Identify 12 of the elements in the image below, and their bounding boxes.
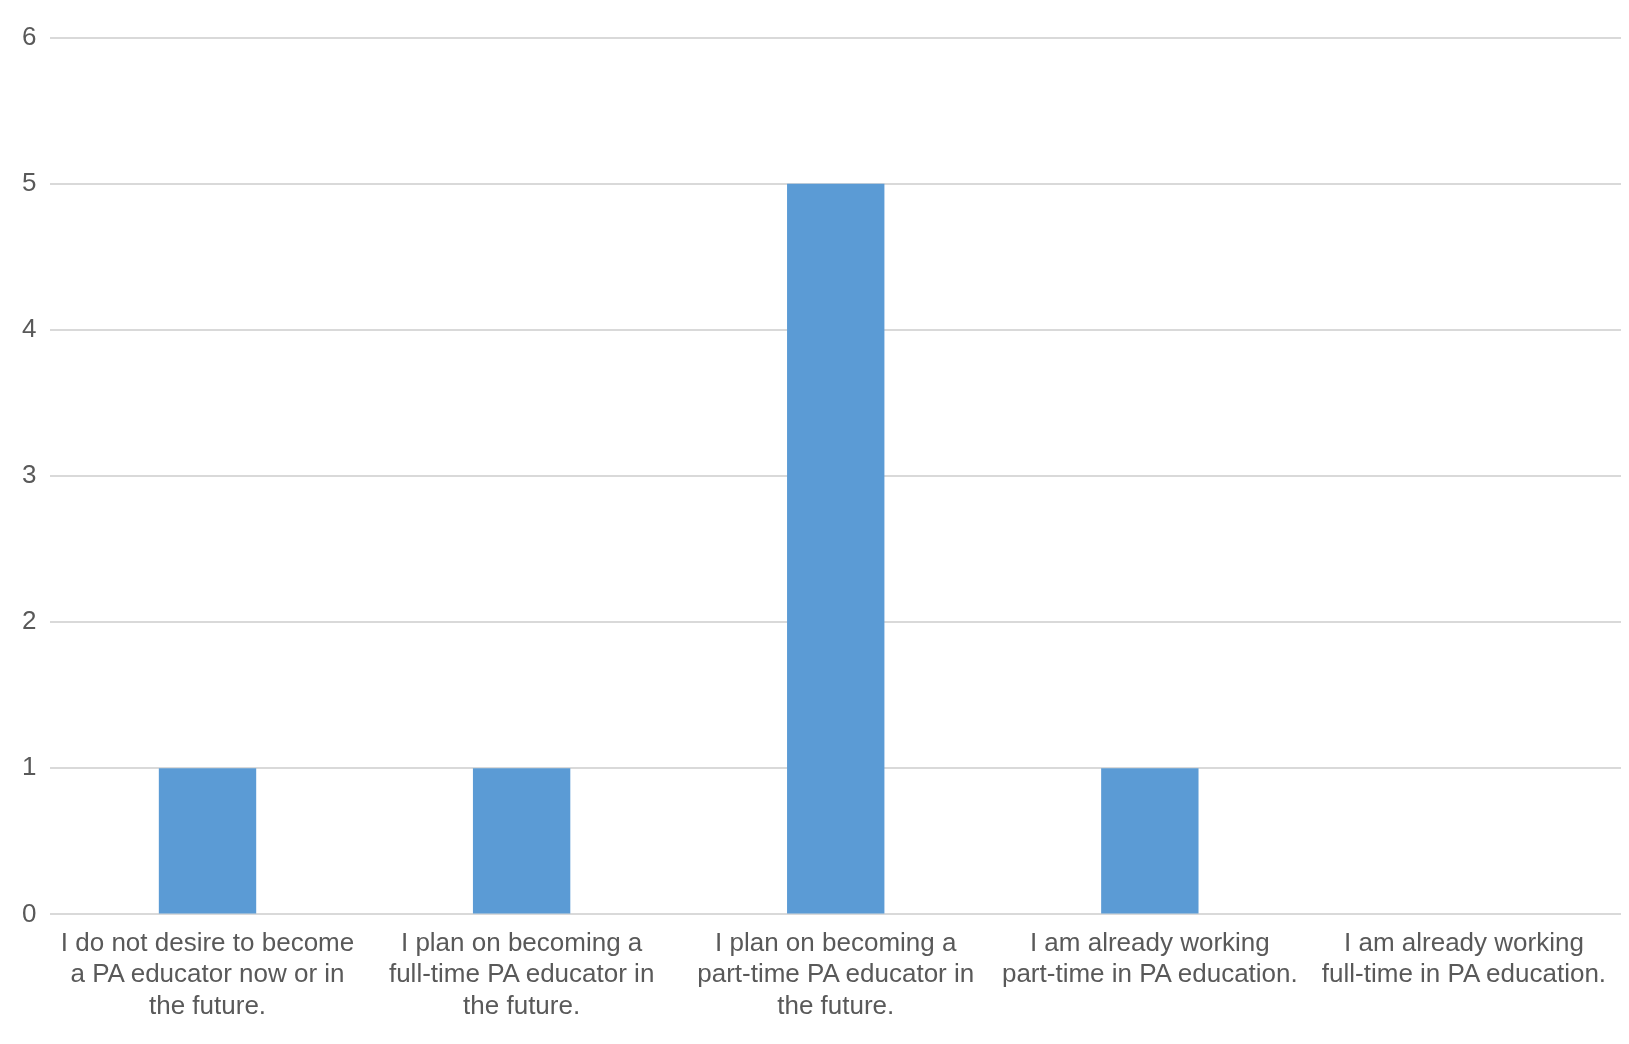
y-tick-label: 3 [21, 459, 37, 490]
x-tick-label: I am already working part-time in PA education. [1001, 927, 1298, 989]
x-tick-label: I plan on becoming a full-time PA educator in the future. [388, 927, 655, 1020]
x-tick-label: I am already working full-time in PA education. [1321, 927, 1607, 989]
y-tick-label: 4 [21, 313, 37, 344]
x-tick-label: I do not desire to become a PA educator now or in the future. [60, 927, 355, 1020]
y-tick-label: 6 [21, 20, 37, 51]
y-tick-label: 0 [21, 897, 37, 928]
y-tick-label: 2 [21, 605, 37, 636]
y-tick-label: 5 [21, 166, 37, 197]
y-tick-label: 1 [21, 751, 37, 782]
x-tick-label: I plan on becoming a part-time PA educator in the future. [697, 927, 975, 1020]
